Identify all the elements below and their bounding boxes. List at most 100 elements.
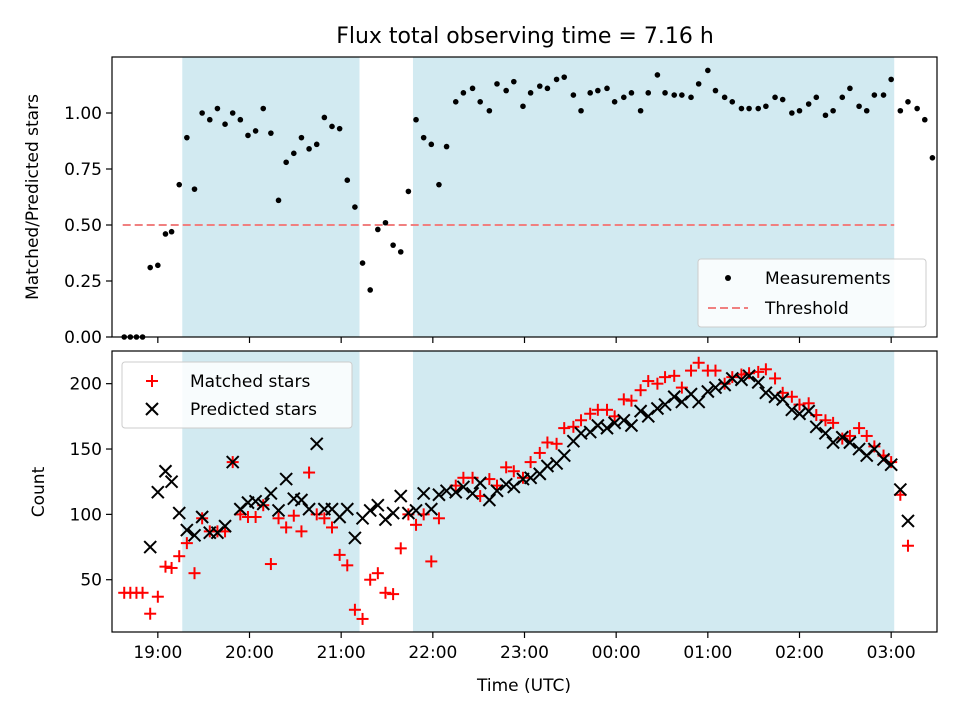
predicted-stars-point [742, 369, 756, 383]
predicted-stars-point [557, 448, 571, 463]
matched-stars-point [341, 559, 354, 572]
matched-stars-point [625, 394, 638, 407]
measurements-point [595, 87, 601, 94]
measurements-point [184, 134, 190, 141]
matched-stars-point [901, 539, 914, 552]
measurements-point [628, 90, 635, 96]
matched-stars-point [432, 512, 445, 525]
matched-stars-point [173, 550, 186, 563]
measurements-point [260, 105, 267, 112]
measurements-point [520, 103, 526, 110]
matched-stars-point [348, 603, 361, 616]
predicted-stars-point [371, 498, 385, 512]
measurements-point [477, 99, 483, 105]
measurements-point [578, 107, 584, 114]
predicted-stars-point [158, 464, 173, 478]
predicted-stars-point [386, 506, 400, 520]
x-tick-label: 00:00 [592, 643, 641, 663]
measurements-point [570, 92, 577, 98]
predicted-stars-point [835, 430, 849, 444]
predicted-stars-point [473, 476, 487, 490]
predicted-stars-point [310, 437, 324, 451]
predicted-stars-point [449, 485, 463, 499]
predicted-stars-point [650, 401, 665, 416]
predicted-stars-point [279, 472, 293, 486]
matched-stars-point [136, 586, 149, 599]
predicted-stars-point [248, 494, 263, 509]
matched-stars-point [371, 567, 384, 580]
predicted-stars-point [751, 375, 765, 390]
measurements-point [544, 85, 551, 92]
measurements-point [905, 99, 911, 105]
predicted-stars-point [294, 493, 309, 507]
predicted-stars-point [591, 418, 605, 433]
measurements-point [344, 177, 351, 183]
predicted-stars-point [801, 404, 816, 418]
stars-points [118, 356, 915, 625]
matched-stars-point [533, 446, 546, 459]
measurements-point [863, 107, 870, 114]
predicted-stars-point [826, 435, 840, 450]
measurements-point [721, 94, 728, 101]
measurements-point [375, 226, 381, 233]
matched-stars-point [159, 560, 172, 573]
predicted-stars-point [363, 503, 377, 518]
measurements-point [654, 72, 661, 78]
measurements-point [897, 107, 904, 114]
predicted-stars-point [701, 384, 715, 399]
measurements-point [329, 123, 335, 130]
predicted-stars-point [734, 373, 749, 387]
matched-stars-point [659, 371, 672, 384]
predicted-stars-point [416, 486, 431, 501]
legend-threshold-label: Threshold [764, 299, 849, 319]
matched-stars-point [601, 403, 613, 416]
x-tick-label: 03:00 [867, 643, 916, 663]
matched-stars-point [264, 558, 277, 571]
matched-stars-point [151, 590, 164, 603]
measurements-point [871, 92, 878, 98]
matched-stars-point [642, 375, 655, 388]
matched-stars-point [425, 555, 438, 568]
measurements-point [199, 110, 205, 116]
y-tick-label: 150 [70, 440, 102, 460]
matched-stars-point [287, 509, 300, 522]
legend-predicted-label: Predicted stars [190, 400, 317, 420]
measurements-point [367, 287, 373, 293]
legend-measurements-marker [725, 275, 731, 281]
predicted-stars-point [187, 528, 202, 542]
predicted-stars-point [523, 471, 538, 485]
measurements-point [772, 94, 778, 101]
measurements-point [486, 107, 493, 114]
measurements-point [237, 116, 244, 123]
figure-title: Flux total observing time = 7.16 h [336, 24, 714, 49]
matched-stars-point [410, 518, 423, 531]
measurements-point [469, 85, 476, 92]
measurements-point [796, 107, 803, 114]
measurements-point [291, 150, 297, 157]
bottom-y-axis-label: Count [29, 466, 49, 517]
matched-stars-point [326, 521, 338, 534]
matched-stars-point [364, 573, 377, 586]
shaded-interval-1 [412, 351, 895, 632]
y-tick-label: 0.50 [64, 216, 102, 236]
measurements-point [763, 103, 769, 110]
matched-stars-point [295, 525, 308, 538]
matched-stars-point [685, 364, 698, 377]
matched-stars-point [180, 537, 193, 550]
matched-stars-point [634, 384, 647, 397]
measurements-point [553, 76, 560, 83]
x-tick-label: 23:00 [500, 643, 549, 663]
matched-stars-point [144, 607, 157, 620]
shaded-interval-0 [182, 57, 360, 337]
matched-stars-point [827, 416, 840, 429]
matched-stars-point [165, 561, 178, 574]
top-legend: Measurements Threshold [697, 258, 927, 328]
measurements-point [283, 159, 289, 166]
bottom-x-ticks: 19:00 20:00 21:00 22:00 23:00 00:00 01:00 02:00… [133, 632, 916, 663]
predicted-stars-point [876, 452, 891, 467]
predicted-stars-point [218, 519, 232, 533]
predicted-stars-point [617, 413, 631, 427]
measurements-point [321, 114, 328, 121]
measurements-point [688, 94, 694, 101]
